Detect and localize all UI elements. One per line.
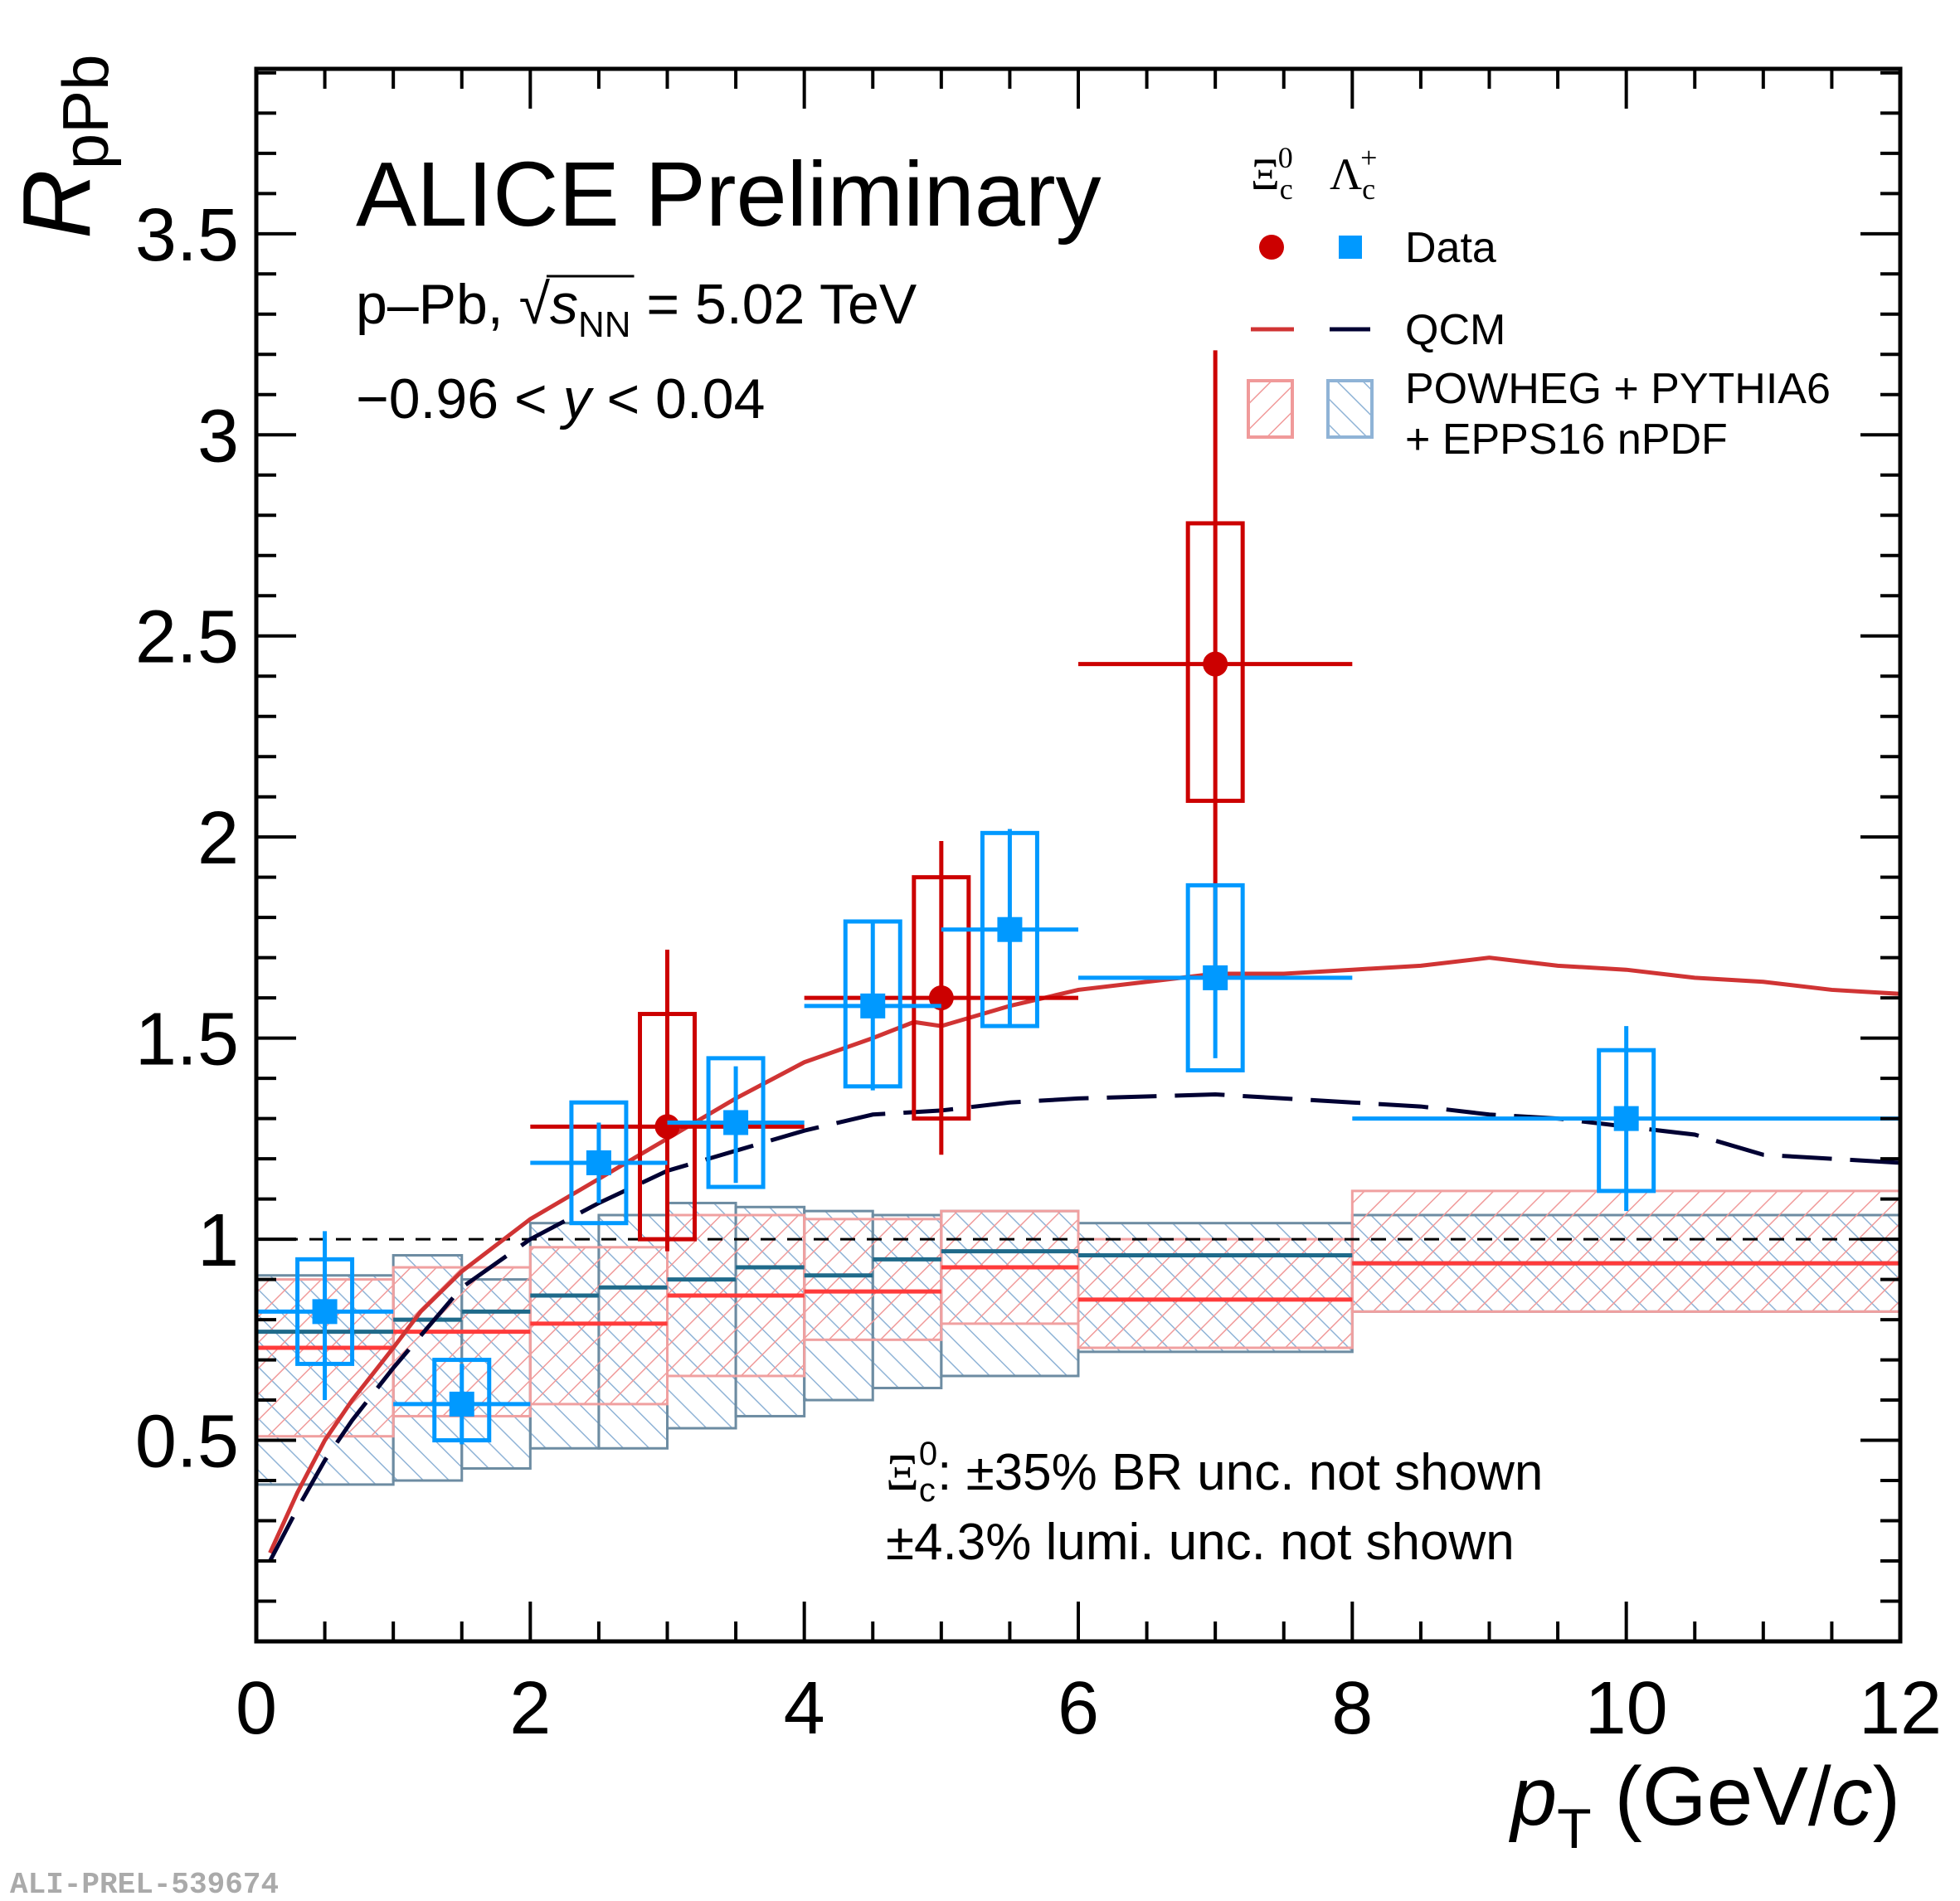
- data-point: [723, 1110, 749, 1135]
- x-tick-label: 12: [1859, 1667, 1942, 1750]
- legend-label: Data: [1405, 224, 1496, 272]
- rapidity: −0.96 < y < 0.04: [356, 367, 765, 430]
- legend-marker: [1259, 235, 1284, 260]
- x-tick-label: 2: [509, 1667, 551, 1750]
- data-point: [654, 1114, 680, 1140]
- note: Ξc0: ±35% BR unc. not shown: [886, 1436, 1543, 1509]
- x-tick-label: 0: [236, 1667, 277, 1750]
- data-point: [997, 916, 1023, 942]
- legend-label: POWHEG + PYTHIA6: [1405, 365, 1831, 413]
- legend-header: Ξc0: [1251, 141, 1293, 206]
- x-tick-label: 4: [784, 1667, 825, 1750]
- legend-band: [1326, 379, 1374, 439]
- y-tick-label: 2.5: [135, 596, 239, 679]
- y-tick-label: 1: [197, 1199, 239, 1282]
- data-point: [586, 1150, 611, 1175]
- model-band: [803, 1218, 943, 1341]
- watermark: ALI-PREL-539674: [10, 1868, 279, 1901]
- data-point: [1203, 651, 1228, 677]
- y-axis-label: RpPb: [2, 54, 122, 239]
- legend-label: QCM: [1405, 306, 1505, 354]
- legend-label: + EPPS16 nPDF: [1405, 416, 1728, 464]
- y-tick-label: 0.5: [135, 1401, 239, 1484]
- y-tick-label: 3.5: [135, 194, 239, 277]
- legend-header: Λc+: [1330, 141, 1377, 206]
- title: ALICE Preliminary: [356, 143, 1102, 246]
- y-tick-label: 3: [197, 395, 239, 478]
- plot-area: [255, 350, 1902, 1563]
- x-tick-label: 8: [1331, 1667, 1373, 1750]
- y-tick-label: 2: [197, 797, 239, 880]
- note: ±4.3% lumi. unc. not shown: [886, 1514, 1515, 1571]
- axes: [255, 69, 1902, 1641]
- data-point: [1203, 965, 1228, 990]
- data-point: [312, 1299, 338, 1325]
- x-axis-label: pT (GeV/c): [1509, 1750, 1900, 1860]
- x-tick-label: 6: [1058, 1667, 1099, 1750]
- y-tick-label: 1.5: [135, 999, 239, 1082]
- data-point: [860, 993, 886, 1019]
- x-tick-label: 10: [1585, 1667, 1668, 1750]
- subtitle: p–Pb, √sNN = 5.02 TeV: [356, 273, 917, 345]
- data-point: [449, 1391, 474, 1417]
- legend-marker: [1339, 236, 1362, 259]
- data-point: [1613, 1106, 1639, 1131]
- legend-band: [1247, 379, 1294, 439]
